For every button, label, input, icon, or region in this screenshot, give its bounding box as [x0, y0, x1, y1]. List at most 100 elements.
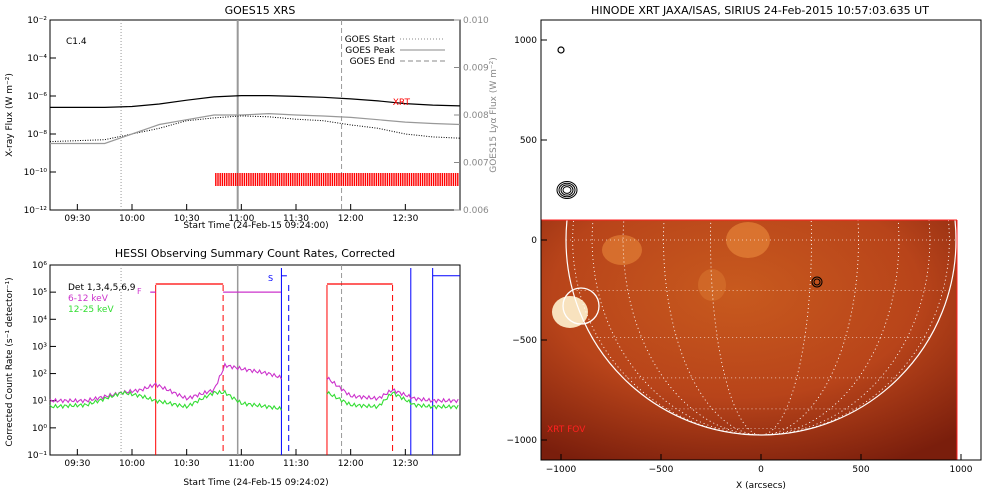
- xrt-fov-label: XRT FOV: [547, 425, 586, 435]
- xrt-ytick-label: −500: [512, 336, 537, 346]
- hessi-xtick-label: 09:30: [64, 459, 90, 469]
- hessi-xlabel: Start Time (24-Feb-15 09:24:02): [183, 478, 328, 488]
- hinode-xrt-panel: HINODE XRT JAXA/ISAS, SIRIUS 24-Feb-2015…: [507, 4, 982, 491]
- hessi-series-6-12-keV: [49, 362, 459, 404]
- goes-title: GOES15 XRS: [225, 4, 296, 17]
- goes-ytick-label: 10⁻¹⁰: [24, 168, 48, 178]
- goes-y2tick-label: 0.010: [463, 16, 489, 26]
- goes-xrs-panel: GOES15 XRS 10⁻¹² 10⁻¹⁰ 10⁻⁸ 10⁻⁶ 10⁻⁴ 10⁻² 0.…: [5, 4, 499, 231]
- goes-legend: GOES Start GOES Peak GOES End: [345, 35, 445, 67]
- goes-y2-axis: 0.006 0.007 0.008 0.009 0.010: [454, 16, 489, 216]
- hessi-ytick-label: 10³: [32, 342, 47, 352]
- hessi-plot-frame: [49, 264, 461, 456]
- hessi-xtick-label: 10:30: [174, 459, 200, 469]
- contour-marker: [557, 46, 565, 54]
- hessi-panel: HESSI Observing Summary Count Rates, Cor…: [5, 247, 461, 488]
- hessi-x-axis: 09:30 10:00 10:30 11:00 11:30 12:00 12:30: [64, 449, 419, 469]
- xrt-y-axis: 1000 500 0 −500 −1000: [507, 36, 547, 446]
- hessi-flag-f: F: [137, 287, 142, 296]
- goes-y2label: GOES15 Lyα Flux (W m⁻²): [489, 57, 499, 173]
- goes-ytick-label: 10⁻¹²: [24, 206, 48, 216]
- hessi-xtick-label: 11:00: [228, 459, 254, 469]
- contour-marker: [562, 186, 572, 194]
- contour-marker: [560, 184, 574, 196]
- goes-series-long: [50, 95, 461, 108]
- longitude-line: [710, 220, 812, 436]
- legend-goes-start: GOES Start: [345, 35, 396, 45]
- hessi-series-12-25-keV: [49, 389, 459, 411]
- hessi-xtick-label: 12:00: [338, 459, 364, 469]
- hessi-flag-s: S: [268, 274, 273, 283]
- goes-series-short: [49, 115, 461, 143]
- flare-class-label: C1.4: [66, 37, 87, 47]
- hessi-series: [49, 362, 459, 411]
- hessi-ytick-label: 10⁰: [32, 424, 47, 434]
- goes-xtick-label: 11:00: [228, 214, 254, 224]
- goes-xtick-label: 09:30: [64, 214, 90, 224]
- goes-ylabel: X-ray Flux (W m⁻²): [5, 73, 15, 157]
- bright-region-3: [698, 269, 726, 301]
- longitude-line: [591, 220, 931, 436]
- legend-12-25-kev: 12-25 keV: [68, 305, 114, 315]
- goes-xtick-label: 10:30: [174, 214, 200, 224]
- legend-6-12-kev: 6-12 keV: [68, 294, 109, 304]
- goes-xlabel: Start Time (24-Feb-15 09:24:00): [183, 221, 328, 231]
- hessi-ytick-label: 10⁵: [32, 288, 47, 298]
- flare-location-circle: [562, 287, 600, 325]
- goes-y-axis: 10⁻¹² 10⁻¹⁰ 10⁻⁸ 10⁻⁶ 10⁻⁴ 10⁻²: [24, 16, 56, 216]
- hessi-xtick-label: 10:00: [119, 459, 145, 469]
- xrt-ytick-label: 0: [531, 236, 537, 246]
- goes-y2tick-label: 0.008: [463, 111, 489, 121]
- legend-goes-peak: GOES Peak: [345, 46, 395, 56]
- goes-x-axis: 09:30 10:00 10:30 11:00 11:30 12:00 12:30: [64, 204, 419, 224]
- goes-y2tick-label: 0.006: [463, 206, 489, 216]
- goes-y2tick-label: 0.009: [463, 64, 489, 74]
- xrt-xtick-label: 1000: [950, 465, 973, 475]
- hessi-ytick-label: 10⁻¹: [27, 451, 47, 461]
- contour-marker: [558, 182, 576, 198]
- goes-series: [49, 95, 461, 145]
- hessi-ytick-label: 10²: [32, 370, 47, 380]
- goes-ytick-label: 10⁻⁸: [27, 130, 47, 140]
- goes-ytick-label: 10⁻⁶: [27, 92, 47, 102]
- contour-marker: [811, 276, 823, 288]
- goes-ytick-label: 10⁻⁴: [27, 54, 47, 64]
- xrt-xlabel: X (arcsecs): [736, 481, 786, 491]
- contour-marker: [813, 278, 821, 286]
- hessi-ylabel: Corrected Count Rate (s⁻¹ detector⁻¹): [5, 277, 15, 446]
- limb-flare-brightening: [552, 296, 588, 328]
- legend-goes-end: GOES End: [350, 57, 395, 67]
- xrt-x-axis: −1000 −500 0 500 1000: [546, 454, 973, 475]
- goes-xtick-label: 11:30: [283, 214, 309, 224]
- contour-marker: [556, 181, 578, 199]
- goes-ytick-label: 10⁻²: [27, 16, 47, 26]
- hessi-ytick-label: 10⁶: [32, 261, 47, 271]
- hessi-legend: Det 1,3,4,5,6,9 6-12 keV 12-25 keV: [68, 283, 136, 315]
- hessi-xtick-label: 11:30: [283, 459, 309, 469]
- goes-xtick-label: 12:00: [338, 214, 364, 224]
- xrt-ytick-label: −1000: [507, 436, 538, 446]
- hessi-xtick-label: 12:30: [392, 459, 418, 469]
- bright-region-1: [602, 235, 642, 265]
- hessi-title: HESSI Observing Summary Count Rates, Cor…: [115, 247, 395, 260]
- xrt-ytick-label: 500: [520, 136, 537, 146]
- xrt-ytick-label: 1000: [514, 36, 537, 46]
- xrt-xtick-label: −1000: [546, 465, 577, 475]
- goes-y2tick-label: 0.007: [463, 159, 489, 169]
- solar-limb: [565, 44, 957, 436]
- goes-series-lya: [50, 112, 461, 145]
- goes-xtick-label: 10:00: [119, 214, 145, 224]
- event-contours: [556, 46, 823, 325]
- xrt-coverage-bar: [215, 173, 459, 186]
- xrt-title: HINODE XRT JAXA/ISAS, SIRIUS 24-Feb-2015…: [591, 4, 929, 17]
- hessi-y-axis: 10⁻¹ 10⁰ 10¹ 10² 10³ 10⁴ 10⁵ 10⁶: [27, 261, 56, 461]
- hessi-ytick-label: 10⁴: [32, 315, 47, 325]
- xrt-xtick-label: −500: [649, 465, 674, 475]
- legend-detectors: Det 1,3,4,5,6,9: [68, 283, 136, 293]
- xrt-xtick-label: 500: [852, 465, 869, 475]
- xrt-xtick-label: 0: [758, 465, 764, 475]
- hessi-flag-lines: [120, 265, 460, 455]
- goes-xtick-label: 12:30: [392, 214, 418, 224]
- hessi-ytick-label: 10¹: [32, 397, 47, 407]
